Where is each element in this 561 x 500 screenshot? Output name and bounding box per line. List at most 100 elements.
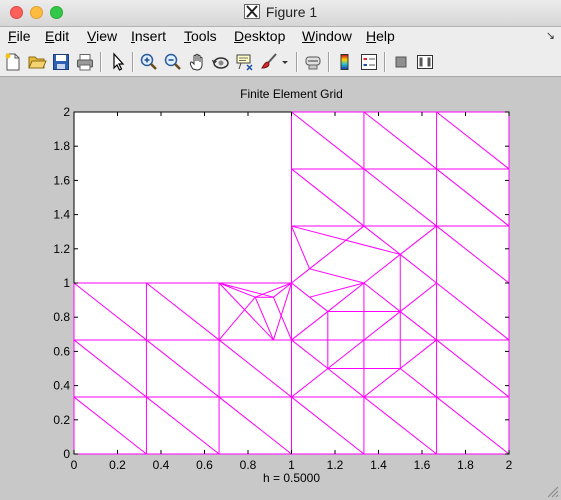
chevron-down-icon [282, 61, 288, 64]
menu-tools[interactable]: Tools [184, 28, 217, 44]
open-file-button[interactable] [27, 52, 47, 72]
mesh-edge [218, 282, 256, 298]
mesh-edge [73, 282, 147, 341]
insert-colorbar-button[interactable] [335, 52, 355, 72]
link-plot-button[interactable] [303, 52, 323, 72]
menu-desktop[interactable]: Desktop [234, 28, 285, 44]
menu-window[interactable]: Window [302, 28, 352, 44]
mesh-edge [273, 282, 292, 298]
hide-plot-tools-button[interactable] [391, 52, 411, 72]
menu-file-mnemonic: F [8, 28, 17, 44]
mesh-edge [363, 111, 437, 170]
mesh-edge [291, 168, 365, 227]
new-document-icon [5, 53, 20, 71]
mesh-edge [218, 396, 292, 455]
menu-edit-mnemonic: E [45, 28, 55, 44]
colorbar-icon [340, 54, 349, 70]
maximize-window-button[interactable] [50, 6, 63, 19]
menu-tools-label: ools [191, 28, 217, 44]
mesh-edge [146, 396, 220, 455]
brush-dropdown-arrow[interactable] [280, 52, 290, 72]
y-tick-label: 0 [63, 447, 70, 461]
mesh-edge [218, 339, 292, 398]
x-tick-label: 0.4 [153, 458, 170, 472]
mesh-edge [291, 368, 329, 398]
y-tick-label: 1.6 [53, 173, 70, 187]
mesh-edge [254, 296, 274, 341]
menu-insert-mnemonic: I [131, 28, 135, 44]
x-tick-label: 0.6 [196, 458, 213, 472]
menu-edit[interactable]: Edit [45, 28, 69, 44]
figure-canvas[interactable]: 0 0.2 0.4 0.6 0.8 1 1.2 1.4 1.6 1.8 2 0 0.2 0.4 0.6 0.… [0, 77, 561, 500]
edit-plot-button[interactable] [108, 52, 128, 72]
y-tick-label: 0.6 [53, 344, 70, 358]
close-window-button[interactable] [10, 6, 23, 19]
toolbar-separator [328, 52, 330, 72]
legend-icon [361, 54, 377, 70]
rotate-3d-icon [211, 57, 229, 69]
mesh-edge [291, 111, 365, 170]
y-tick-label: 0.4 [53, 379, 70, 393]
mesh-edge [309, 268, 365, 284]
mesh-edge [436, 282, 510, 341]
zoom-in-button[interactable] [139, 52, 159, 72]
toolbar-separator [132, 52, 134, 72]
printer-icon [77, 54, 93, 71]
mesh-edge [309, 296, 329, 312]
hide-plot-tools-icon [395, 56, 407, 68]
mesh-edge [309, 225, 365, 270]
menu-file[interactable]: File [8, 28, 31, 44]
y-tick-label: 1.4 [53, 208, 70, 222]
data-cursor-button[interactable] [235, 52, 255, 72]
menu-help[interactable]: Help [366, 28, 395, 44]
menu-view[interactable]: View [87, 28, 117, 44]
menubar: File Edit View Insert Tools Desktop Wind… [0, 27, 561, 47]
x-tick-label: 1.6 [414, 458, 431, 472]
insert-legend-button[interactable] [359, 52, 379, 72]
mesh-edge [146, 339, 220, 398]
zoom-in-icon [140, 53, 157, 70]
menu-window-label: indow [315, 28, 352, 44]
mesh-edge [73, 339, 147, 398]
mesh-edge [399, 254, 437, 284]
x-axis-label: h = 0.5000 [262, 471, 321, 485]
mesh-edge [399, 339, 437, 369]
toolbar-separator [384, 52, 386, 72]
y-tick-label: 1.8 [53, 139, 70, 153]
rotate-3d-button[interactable] [211, 52, 231, 72]
x-tick-label: 1.2 [327, 458, 344, 472]
mesh-edge [399, 225, 437, 255]
window-titlebar[interactable]: Figure 1 [0, 0, 561, 27]
mesh-edge [291, 339, 329, 369]
brush-icon [261, 53, 277, 69]
x-tick-label: 1.4 [370, 458, 387, 472]
y-tick-label: 0.2 [53, 413, 70, 427]
y-tick-label: 0.8 [53, 310, 70, 324]
minimize-window-button[interactable] [30, 6, 43, 19]
show-plot-tools-button[interactable] [415, 52, 435, 72]
mesh-edge [291, 311, 329, 341]
mesh-edge [291, 396, 365, 455]
resize-grip-icon[interactable] [545, 484, 559, 498]
mesh-edge [218, 296, 256, 341]
menu-file-label: ile [16, 28, 31, 44]
mesh-edge [436, 225, 510, 284]
menu-view-label: iew [96, 28, 118, 44]
finite-element-mesh-plot[interactable]: 0 0.2 0.4 0.6 0.8 1 1.2 1.4 1.6 1.8 2 0 0.2 0.4 0.6 0.… [0, 77, 561, 500]
save-button[interactable] [51, 52, 71, 72]
mesh-edge [363, 282, 401, 312]
y-tick-label: 1.2 [53, 242, 70, 256]
zoom-out-button[interactable] [163, 52, 183, 72]
new-figure-button[interactable] [3, 52, 23, 72]
mesh-edge [327, 282, 365, 312]
mesh-edge [436, 396, 510, 455]
pan-button[interactable] [187, 52, 207, 72]
link-plot-icon [305, 56, 321, 70]
mesh-edge [327, 368, 365, 398]
print-button[interactable] [75, 52, 95, 72]
mesh-edge [327, 311, 401, 369]
folder-open-icon [28, 56, 47, 69]
brush-button[interactable] [259, 52, 279, 72]
dock-figure-icon[interactable]: ↘ [545, 30, 555, 42]
menu-insert[interactable]: Insert [131, 28, 166, 44]
